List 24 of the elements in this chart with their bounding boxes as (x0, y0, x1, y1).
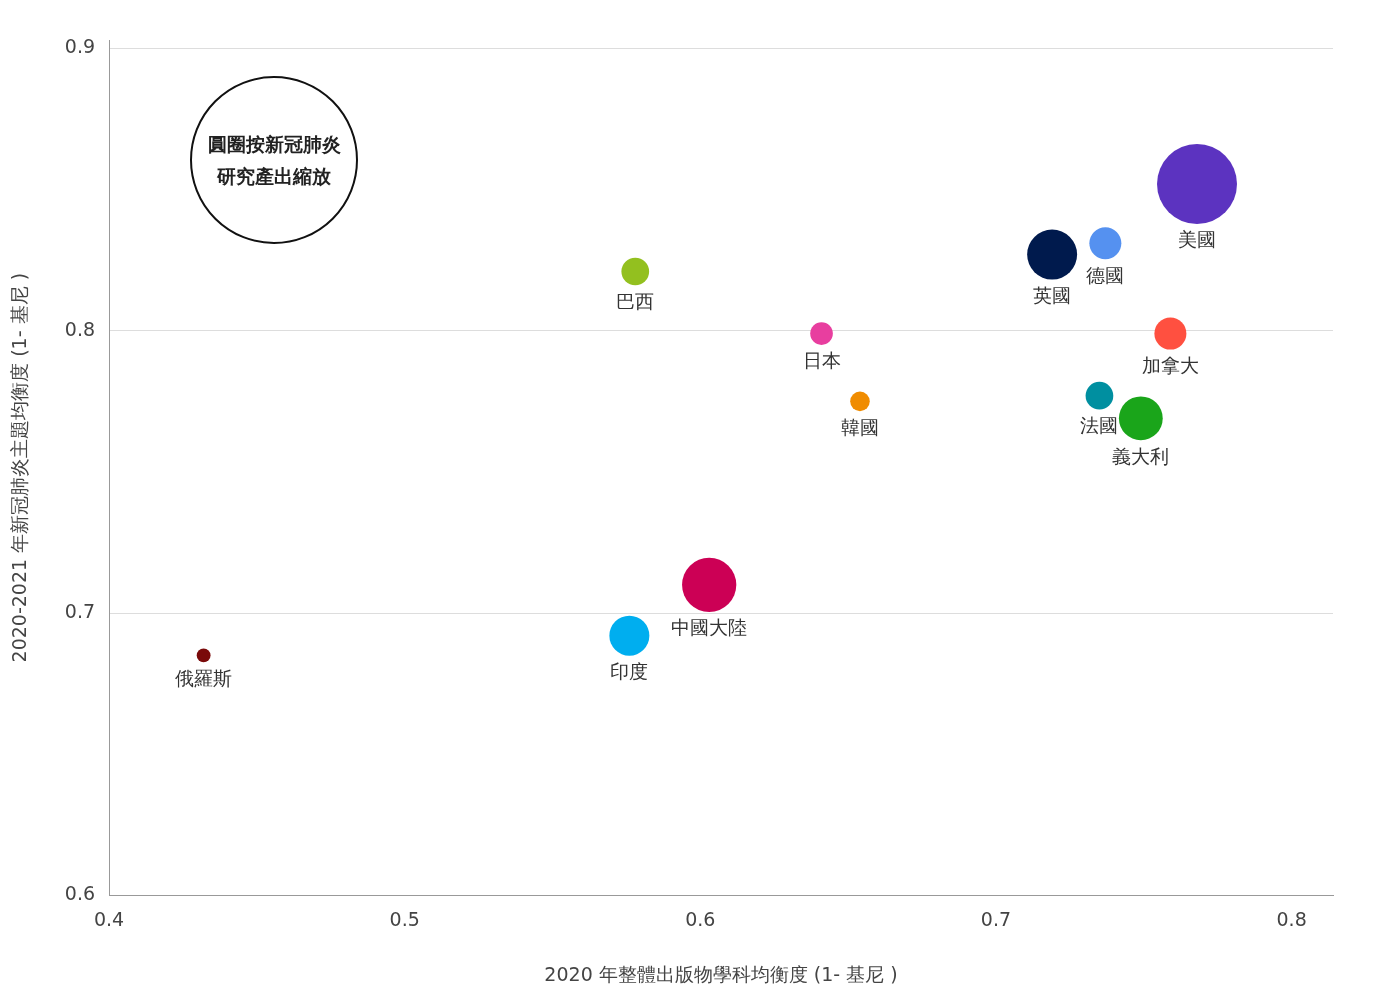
series-label: 韓國 (840, 415, 879, 438)
y-tick-label: 0.7 (64, 600, 96, 623)
x-tick-label: 0.4 (93, 907, 125, 930)
x-tick-label: 0.5 (389, 907, 420, 930)
x-tick-label: 0.6 (685, 907, 716, 930)
y-tick-label: 0.6 (64, 882, 96, 905)
series-label: 德國 (1086, 263, 1125, 286)
y-tick-label: 0.8 (64, 317, 96, 340)
series-label: 英國 (1033, 283, 1072, 306)
series-label: 俄羅斯 (175, 666, 233, 689)
series-label: 法國 (1080, 414, 1119, 436)
x-axis-title: 2020 年整體出版物學科均衡度 (1- 基尼 ) (544, 962, 898, 985)
y-tick-label: 0.9 (64, 35, 96, 58)
series-label: 日本 (802, 349, 841, 372)
x-tick-label: 0.8 (1276, 907, 1307, 930)
series-label: 美國 (1178, 228, 1216, 251)
series-label: 印度 (610, 660, 649, 683)
circle-outline: 圓圈按新冠肺炎研究產出縮放 (190, 76, 358, 244)
series-label: 中國大陸 (671, 616, 748, 639)
series-label: 義大利 (1112, 444, 1170, 467)
series-label: 加拿大 (1141, 354, 1199, 377)
series-label: 巴西 (616, 289, 655, 312)
x-tick-label: 0.7 (980, 907, 1012, 930)
y-axis-title: 2020-2021 年新冠肺炎主題均衡度 (1- 基尼 ) (8, 272, 31, 663)
